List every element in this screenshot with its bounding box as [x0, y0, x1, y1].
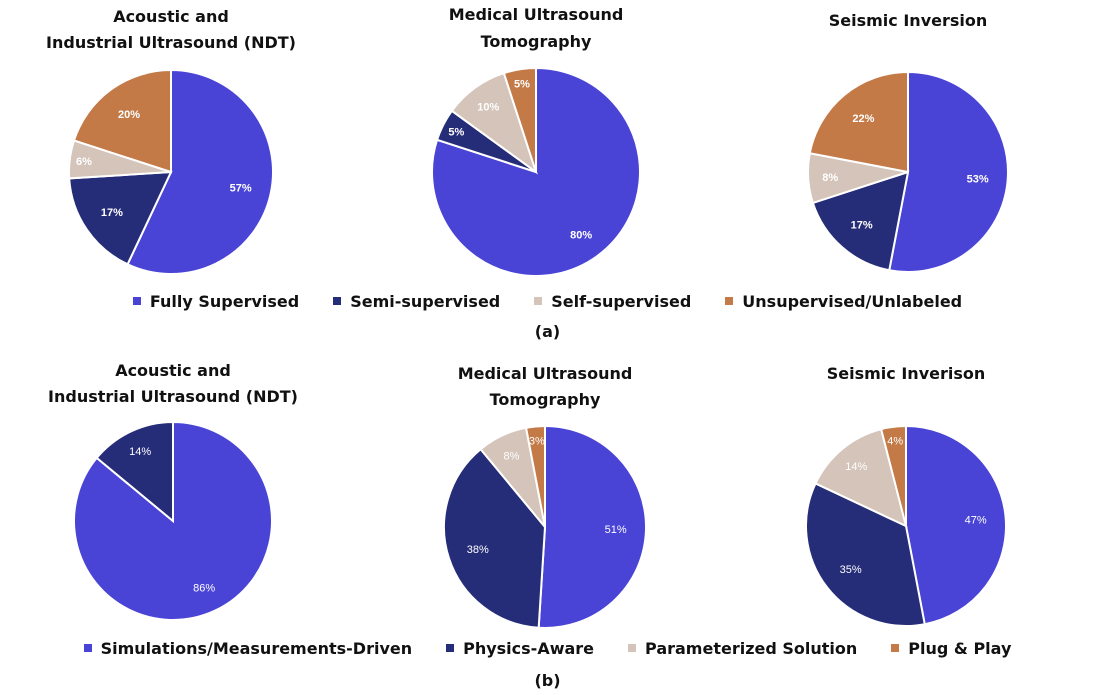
- slice-value-label: 53%: [967, 174, 989, 186]
- slice-value-label: 35%: [840, 564, 862, 576]
- slice-value-label: 47%: [965, 514, 987, 526]
- legend-label: Simulations/Measurements-Driven: [100, 638, 413, 658]
- slice-value-label: 8%: [822, 172, 838, 184]
- legend-label: Semi-supervised: [350, 291, 501, 311]
- legend-swatch: [725, 297, 734, 305]
- pie-slice-fully-supervised: [431, 66, 641, 277]
- pie-slice-semi-supervised: [811, 170, 910, 272]
- legend-swatch: [891, 644, 900, 652]
- legend-swatch: [628, 644, 637, 652]
- legend-item-plug-and-play: Plug & Play: [891, 639, 1011, 658]
- chart-title-line: Acoustic and: [113, 7, 229, 26]
- legend-item-unsupervised: Unsupervised/Unlabeled: [725, 292, 962, 311]
- slice-value-label: 14%: [129, 446, 151, 458]
- slice-value-label: 51%: [605, 524, 627, 536]
- slice-value-label: 86%: [193, 582, 215, 594]
- pie-chart-1: Acoustic and Industrial Ultrasound (NDT) 5…: [46, 7, 296, 275]
- pie-slice-simulations-measurements-driven: [537, 424, 648, 629]
- pie-chart-5: Medical Ultrasound Tomography 51% 38% 8% 3%: [443, 364, 648, 629]
- pie-slice-parameterized-solution: [814, 427, 908, 528]
- chart-title-line: Seismic Inversion: [829, 11, 988, 30]
- pie-slice-simulations-measurements-driven: [905, 424, 1008, 626]
- slice-value-label: 57%: [230, 183, 252, 195]
- slice-value-label: 38%: [467, 544, 489, 556]
- legend-label: Unsupervised/Unlabeled: [742, 291, 963, 311]
- legend-label: Plug & Play: [908, 638, 1012, 658]
- chart-title-line: Tomography: [490, 390, 601, 409]
- slice-value-label: 4%: [887, 436, 903, 448]
- pie-chart-4: Acoustic and Industrial Ultrasound (NDT) 8…: [48, 361, 298, 621]
- legend-label: Self-supervised: [551, 291, 692, 311]
- legend-panel-a: Fully Supervised Semi-supervised Self-su…: [0, 290, 1095, 312]
- slice-value-label: 14%: [845, 461, 867, 473]
- panel-caption-b: (b): [534, 671, 561, 690]
- pie-chart-3: Seismic Inversion 53% 17% 8% 22%: [807, 11, 1009, 273]
- pie-slice-plug-play: [524, 424, 546, 528]
- chart-title-line: Acoustic and: [115, 361, 231, 380]
- legend-item-physics-aware: Physics-Aware: [446, 639, 594, 658]
- chart-title-line: Seismic Inverison: [827, 364, 986, 383]
- legend-panel-b: Simulations/Measurements-Driven Physics-…: [0, 637, 1095, 659]
- slice-value-label: 80%: [570, 229, 592, 241]
- legend-label: Fully Supervised: [149, 291, 300, 311]
- panel-caption-a: (a): [534, 322, 561, 341]
- slice-value-label: 8%: [504, 451, 520, 463]
- pie-slice-unsupervised-unlabeled: [72, 68, 172, 174]
- pie-slice-physics-aware: [805, 482, 926, 627]
- chart-title-line: Medical Ultrasound: [449, 5, 624, 24]
- legend-item-parameterized-solution: Parameterized Solution: [628, 639, 857, 658]
- chart-title-line: Medical Ultrasound: [458, 364, 633, 383]
- legend-item-simulations-measurements: Simulations/Measurements-Driven: [83, 638, 413, 658]
- pie-slice-fully-supervised: [126, 68, 274, 275]
- pie-slice-physics-aware: [443, 447, 547, 629]
- legend-swatch: [534, 297, 543, 305]
- slice-value-label: 6%: [76, 156, 92, 168]
- legend-swatch: [446, 644, 455, 652]
- slice-value-label: 3%: [529, 436, 545, 448]
- legend-swatch: [83, 644, 92, 652]
- pie-slice-unsupervised-unlabeled: [502, 66, 537, 173]
- legend-item-semi-supervised: Semi-supervised: [333, 292, 500, 311]
- pie-slice-fully-supervised: [888, 70, 1009, 273]
- slice-value-label: 5%: [514, 79, 530, 91]
- legend-swatch: [333, 297, 342, 305]
- slice-value-label: 5%: [448, 126, 464, 138]
- chart-title-line: Tomography: [481, 32, 592, 51]
- pie-chart-6: Seismic Inverison 47% 35% 14% 4%: [805, 364, 1008, 627]
- chart-title-line: Industrial Ultrasound (NDT): [46, 33, 296, 52]
- slice-value-label: 17%: [101, 207, 123, 219]
- pie-chart-2: Medical Ultrasound Tomography 80% 5% 10% 5%: [431, 5, 641, 277]
- pie-slice-physics-aware: [95, 420, 174, 524]
- pie-slice-semi-supervised: [68, 170, 173, 266]
- legend-item-self-supervised: Self-supervised: [534, 292, 691, 311]
- slice-value-label: 20%: [118, 109, 140, 121]
- slice-value-label: 17%: [851, 220, 873, 232]
- slice-value-label: 10%: [477, 101, 499, 113]
- slice-value-label: 22%: [852, 113, 874, 125]
- legend-item-fully-supervised: Fully Supervised: [132, 291, 300, 311]
- pie-slice-unsupervised-unlabeled: [808, 70, 909, 174]
- legend-label: Parameterized Solution: [645, 638, 858, 658]
- legend-swatch: [132, 297, 141, 305]
- chart-title-line: Industrial Ultrasound (NDT): [48, 387, 298, 406]
- legend-label: Physics-Aware: [463, 638, 595, 658]
- pie-slice-plug-play: [879, 424, 907, 527]
